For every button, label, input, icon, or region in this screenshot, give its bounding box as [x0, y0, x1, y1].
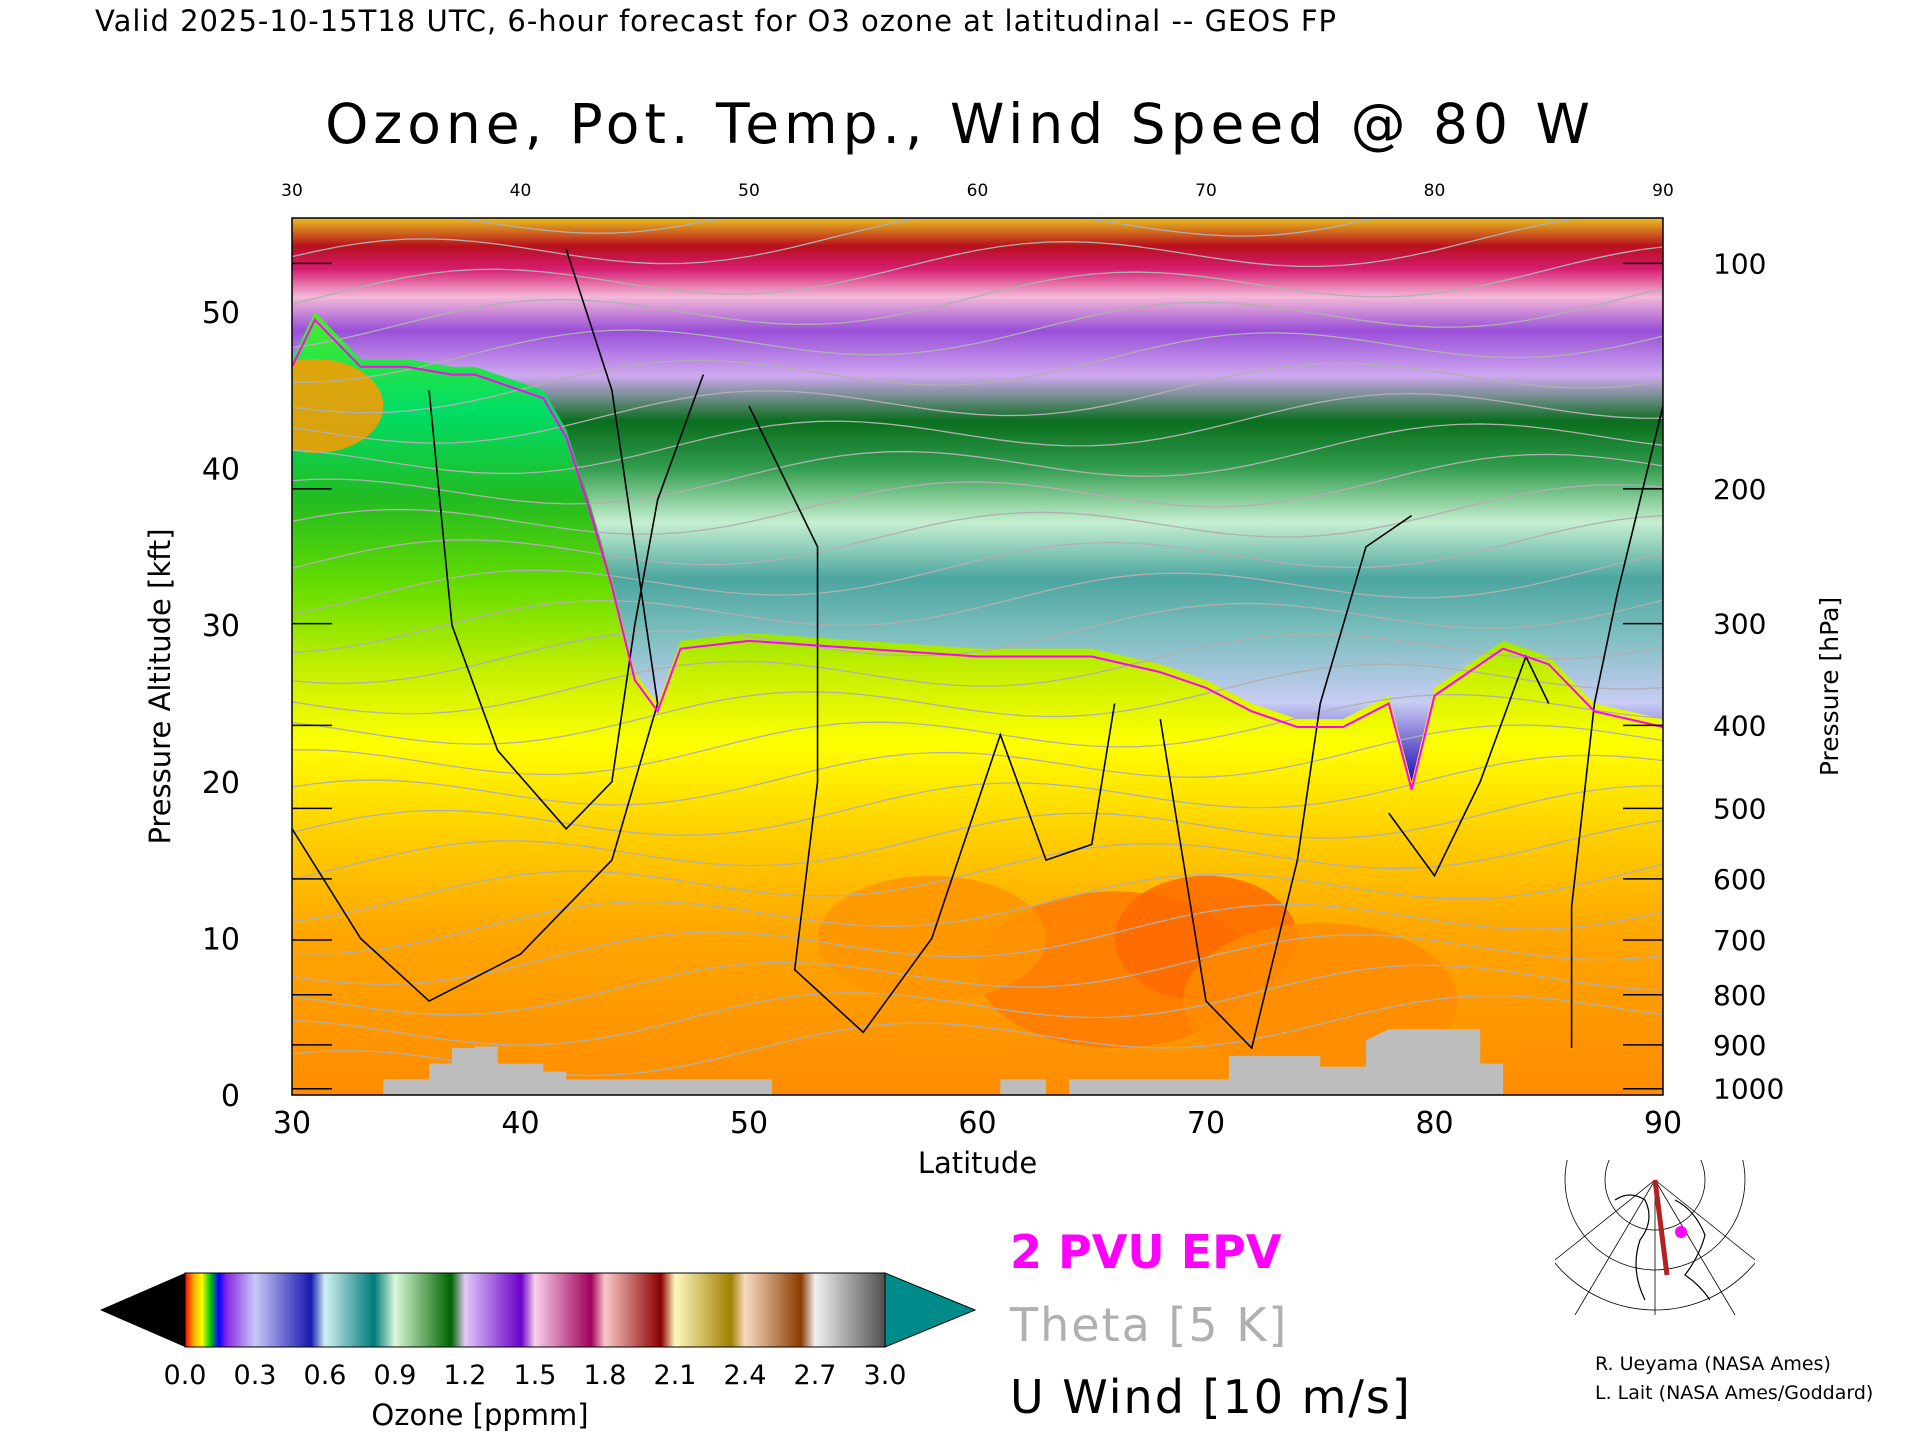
plot-frame — [291, 217, 1664, 1096]
credits: R. Ueyama (NASA Ames) L. Lait (NASA Ames… — [1595, 1350, 1873, 1408]
x-tick-label: 70 — [1187, 1106, 1225, 1141]
theta-contour — [292, 724, 1663, 806]
legend-uwind: U Wind [10 m/s] — [1010, 1370, 1412, 1424]
y-tick-label: 20 — [202, 766, 240, 801]
x-axis-label: Latitude — [918, 1146, 1037, 1180]
ozone-colorbar — [100, 1272, 977, 1348]
wind-contour — [1159, 514, 1413, 1050]
colorbar-tick-label: 2.4 — [723, 1360, 767, 1391]
x-tick-label-top: 90 — [1652, 181, 1674, 201]
colorbar-tick-label: 2.7 — [793, 1360, 837, 1391]
colorbar-tick-label: 2.1 — [653, 1360, 697, 1391]
pressure-tick-label: 700 — [1713, 924, 1766, 957]
colorbar-tick-label: 1.2 — [443, 1360, 487, 1391]
y-tick-label: 40 — [202, 453, 240, 488]
y-axis-label-left: Pressure Altitude [kft] — [143, 528, 177, 844]
wind-contour — [1570, 405, 1663, 1049]
pressure-tick-label: 500 — [1713, 792, 1766, 825]
pressure-tick-label: 900 — [1713, 1029, 1766, 1062]
x-tick-label-top: 40 — [510, 181, 532, 201]
valid-time-header: Valid 2025-10-15T18 UTC, 6-hour forecast… — [95, 4, 1338, 38]
x-tick-label: 90 — [1644, 1106, 1682, 1141]
x-tick-label-top: 50 — [738, 181, 760, 201]
chart-title: Ozone, Pot. Temp., Wind Speed @ 80 W — [325, 92, 1595, 156]
pressure-tick-label: 1000 — [1713, 1073, 1784, 1106]
theta-contour — [292, 663, 1663, 745]
x-tick-label: 40 — [501, 1106, 539, 1141]
theta-contour — [292, 903, 1663, 985]
colorbar-tick-label: 1.5 — [513, 1360, 557, 1391]
colorbar-tick-label: 0.3 — [233, 1360, 277, 1391]
x-tick-label-top: 70 — [1195, 181, 1217, 201]
terrain-mask — [360, 1029, 1504, 1095]
legend-theta: Theta [5 K] — [1010, 1298, 1289, 1352]
pressure-tick-label: 300 — [1713, 608, 1766, 641]
y-tick-label: 50 — [202, 296, 240, 331]
theta-contour — [292, 553, 1663, 654]
theta-contour — [292, 392, 1663, 475]
theta-contour — [292, 423, 1663, 505]
colorbar-tick-label: 0.9 — [373, 1360, 417, 1391]
theta-contour — [292, 599, 1663, 684]
x-tick-label-top: 30 — [281, 181, 303, 201]
stratospheric-ozone-field — [292, 218, 1663, 782]
colorbar-tick-label: 3.0 — [863, 1360, 907, 1391]
theta-contour — [292, 362, 1663, 444]
colorbar-under-arrow — [100, 1273, 185, 1347]
colorbar-tick-label: 1.8 — [583, 1360, 627, 1391]
legend-pvu: 2 PVU EPV — [1010, 1225, 1282, 1279]
y-tick-label: 10 — [202, 922, 240, 957]
pressure-tick-label: 600 — [1713, 863, 1766, 896]
u-wind-contours — [292, 249, 1663, 1050]
pressure-tick-label: 400 — [1713, 709, 1766, 742]
theta-contour — [292, 218, 1663, 305]
pressure-tick-label: 800 — [1713, 979, 1766, 1012]
theta-contour — [292, 633, 1663, 715]
y-tick-label: 30 — [202, 609, 240, 644]
ozone-patch — [292, 358, 384, 453]
wind-contour — [428, 374, 705, 830]
colorbar-label: Ozone [ppmm] — [371, 1398, 589, 1432]
theta-contour — [292, 288, 1663, 383]
plot-area — [292, 218, 1663, 1095]
credit-line-1: R. Ueyama (NASA Ames) — [1595, 1353, 1831, 1375]
north-america-polar-map-icon — [1555, 1160, 1755, 1315]
credit-line-2: L. Lait (NASA Ames/Goddard) — [1595, 1382, 1874, 1404]
colorbar-over-arrow — [884, 1272, 977, 1348]
axis-labels: 3030404050506060707080809090010203040501… — [143, 181, 1844, 1180]
x-tick-label: 50 — [730, 1106, 768, 1141]
theta-contour — [292, 218, 1663, 234]
x-tick-label: 80 — [1415, 1106, 1453, 1141]
pressure-tick-label: 100 — [1713, 247, 1766, 280]
x-tick-label: 60 — [958, 1106, 996, 1141]
wind-contour — [1388, 654, 1550, 878]
theta-contour — [292, 453, 1663, 535]
theta-contour — [292, 754, 1663, 836]
x-tick-label-top: 60 — [967, 181, 989, 201]
theta-contour — [292, 514, 1663, 615]
theta-contour — [292, 863, 1663, 955]
colorbar-gradient — [184, 1272, 886, 1348]
colorbar-tick-label: 0.6 — [303, 1360, 347, 1391]
pvu-contour — [292, 318, 1663, 790]
y-tick-label: 0 — [221, 1079, 240, 1114]
theta-contour — [292, 484, 1663, 569]
y-axis-label-right: Pressure [hPa] — [1815, 597, 1844, 776]
wind-contour — [748, 405, 1116, 1034]
x-tick-label: 30 — [273, 1106, 311, 1141]
pressure-tick-marks — [292, 262, 1663, 1090]
colorbar-tick-label: 0.0 — [163, 1360, 207, 1391]
theta-contour — [292, 246, 1663, 349]
theta-contour — [292, 819, 1663, 922]
theta-contour — [292, 934, 1663, 1016]
theta-contour — [292, 785, 1663, 881]
theta-contour — [292, 218, 1663, 265]
wind-contour — [292, 249, 659, 1003]
theta-contour — [292, 964, 1663, 1046]
pressure-tick-label: 200 — [1713, 473, 1766, 506]
x-tick-label-top: 80 — [1424, 181, 1446, 201]
